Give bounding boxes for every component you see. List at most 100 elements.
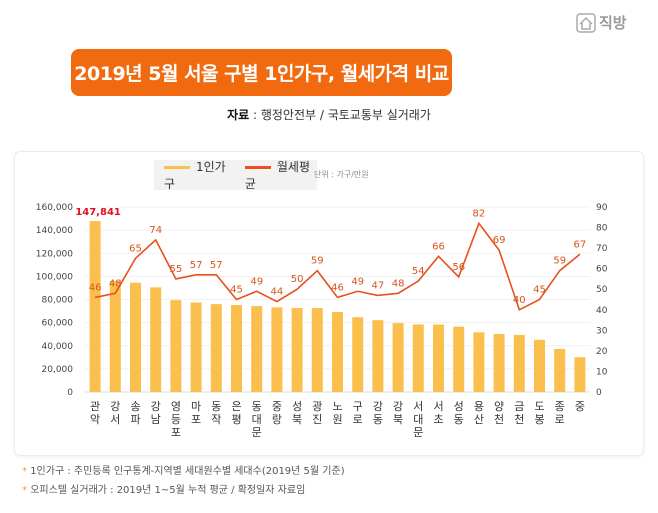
rent-data-label: 50 [291,274,304,285]
bar-성북 [291,308,303,392]
footnotes: * 1인가구 : 주민등록 인구통계-지역별 세대원수별 세대수(2019년 5… [22,462,345,500]
bar-용산 [473,332,485,392]
rent-data-label: 56 [452,262,465,273]
right-tick-label: 70 [596,244,608,254]
bar-강동 [372,320,384,392]
rent-data-label: 57 [210,260,223,271]
rent-data-label: 65 [129,243,142,254]
bar-강서 [109,281,121,392]
rent-data-label: 82 [473,208,486,219]
rent-data-label: 46 [89,282,102,293]
left-tick-label: 140,000 [36,226,73,236]
bar-노원 [332,311,343,392]
right-tick-label: 80 [596,224,608,234]
right-tick-label: 50 [596,285,608,295]
bar-송파 [130,282,141,392]
left-tick-label: 20,000 [42,365,74,375]
right-tick-label: 40 [596,306,608,316]
bar-은평 [231,305,242,392]
bar-광진 [311,308,323,392]
legend-label: 월세평균 [244,160,311,191]
legend-label: 1인가구 [164,160,226,191]
bar-동작 [210,304,222,392]
bar-서대문 [412,324,424,392]
right-tick-label: 0 [596,388,602,398]
bar-양천 [493,333,505,392]
rent-data-label: 48 [109,278,122,289]
left-tick-label: 120,000 [36,249,73,259]
right-tick-label: 20 [596,347,608,357]
brand-name: 직방 [599,14,627,32]
legend-item-households: 1인가구 [164,158,233,192]
footnote: * 오피스텔 실거래가 : 2019년 1~5월 누적 평균 / 확정일자 자료… [22,485,306,496]
bar-마포 [190,302,202,392]
bar-종로 [554,348,566,392]
rent-data-label: 59 [311,256,324,267]
left-tick-label: 60,000 [42,319,74,329]
bar-성동 [453,326,465,392]
left-tick-label: 160,000 [36,203,73,213]
bar-구로 [352,317,364,392]
category-label: 중 [575,400,585,413]
right-tick-label: 60 [596,265,608,275]
legend-swatch-line [244,166,271,169]
bar-영등포 [170,300,182,392]
footnote-text: 오피스텔 실거래가 : 2019년 1~5월 누적 평균 / 확정일자 자료임 [30,485,306,496]
bar-도봉 [534,339,545,392]
bar-중 [574,357,586,392]
source-label: 자료 [227,108,250,122]
rent-data-label: 67 [574,239,587,250]
rent-data-label: 66 [432,241,445,252]
rent-data-label: 45 [533,285,546,296]
left-tick-label: 100,000 [36,272,73,282]
legend: 1인가구 월세평균 [154,158,317,192]
rent-data-label: 40 [513,295,526,306]
rent-data-label: 57 [190,260,203,271]
source-text: : 행정안전부 / 국토교통부 실거래가 [249,108,431,122]
bar-금천 [513,334,525,392]
bar-강북 [392,323,404,392]
source-line: 자료 : 행정안전부 / 국토교통부 실거래가 [0,106,658,123]
rent-data-label: 49 [351,276,364,287]
max-households-label: 147,841 [75,207,121,218]
bar-관악 [89,221,101,392]
bar-강남 [150,287,162,392]
footnote: * 1인가구 : 주민등록 인구통계-지역별 세대원수별 세대수(2019년 5… [22,466,345,477]
rent-data-label: 44 [271,287,284,298]
rent-data-label: 74 [149,225,162,236]
house-icon [576,12,596,33]
rent-line [94,221,581,311]
page-title: 2019년 5월 서울 구별 1인가구, 월세가격 비교 [71,49,452,96]
rent-data-label: 49 [250,276,263,287]
left-tick-label: 0 [67,388,73,398]
right-tick-label: 90 [596,203,608,213]
bar-중랑 [271,307,283,392]
rent-data-label: 69 [493,235,506,246]
bar-서초 [433,324,444,392]
right-tick-label: 10 [596,367,608,377]
chart-card [14,151,644,456]
rent-data-label: 45 [230,285,243,296]
bar-동대문 [251,306,263,392]
